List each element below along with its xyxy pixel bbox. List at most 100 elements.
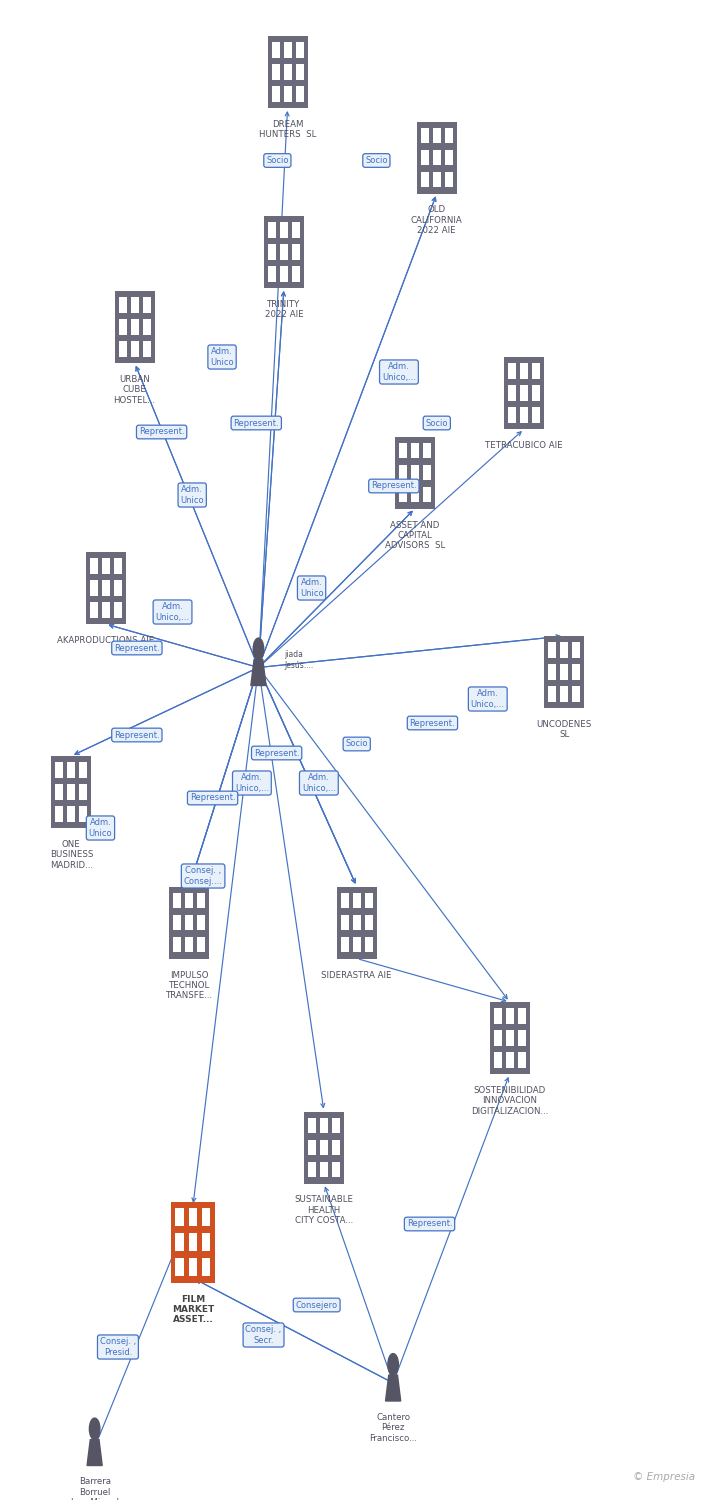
- Text: Represent.: Represent.: [114, 730, 159, 740]
- FancyBboxPatch shape: [304, 1112, 344, 1184]
- Bar: [197, 892, 205, 909]
- Bar: [561, 686, 569, 702]
- Text: ASSET AND
CAPITAL
ADVISORS  SL: ASSET AND CAPITAL ADVISORS SL: [385, 520, 445, 550]
- Text: SIDERASTRA AIE: SIDERASTRA AIE: [322, 970, 392, 980]
- Bar: [114, 602, 122, 618]
- Bar: [173, 936, 181, 952]
- Text: SOSTENIBILIDAD
INNOVACION
DIGITALIZACION...: SOSTENIBILIDAD INNOVACION DIGITALIZACION…: [471, 1086, 548, 1116]
- Text: Socio: Socio: [365, 156, 387, 165]
- Bar: [102, 602, 110, 618]
- Text: Consej. ,
Secr.: Consej. , Secr.: [245, 1326, 282, 1344]
- Bar: [143, 297, 151, 314]
- Text: Adm.
Unico: Adm. Unico: [210, 348, 234, 366]
- Bar: [102, 558, 110, 574]
- Text: FILM
MARKET
ASSET...: FILM MARKET ASSET...: [172, 1294, 214, 1324]
- Polygon shape: [87, 1440, 102, 1466]
- Text: TRINITY
2022 AIE: TRINITY 2022 AIE: [264, 300, 304, 320]
- Bar: [292, 266, 300, 282]
- Text: SUSTAINABLE
HEALTH
CITY COSTA...: SUSTAINABLE HEALTH CITY COSTA...: [294, 1196, 354, 1225]
- Bar: [202, 1209, 210, 1225]
- Bar: [197, 936, 205, 952]
- Bar: [272, 86, 280, 102]
- FancyBboxPatch shape: [489, 1002, 530, 1074]
- Bar: [494, 1008, 502, 1025]
- Bar: [90, 580, 98, 596]
- Bar: [432, 171, 440, 188]
- FancyBboxPatch shape: [336, 886, 377, 958]
- Bar: [308, 1161, 316, 1178]
- Text: UNCODENES
SL: UNCODENES SL: [537, 720, 592, 740]
- Bar: [79, 762, 87, 778]
- Text: Adm.
Unico,...: Adm. Unico,...: [302, 774, 336, 792]
- Text: Adm.
Unico,...: Adm. Unico,...: [235, 774, 269, 792]
- Bar: [548, 664, 556, 680]
- Bar: [520, 406, 529, 423]
- Bar: [561, 642, 569, 658]
- FancyBboxPatch shape: [395, 436, 435, 508]
- Bar: [505, 1052, 513, 1068]
- Bar: [332, 1161, 340, 1178]
- Bar: [423, 486, 431, 502]
- Bar: [518, 1008, 526, 1025]
- Bar: [421, 150, 429, 165]
- Bar: [399, 486, 407, 502]
- Text: Represent.: Represent.: [371, 482, 416, 490]
- Bar: [68, 762, 76, 778]
- Bar: [202, 1258, 210, 1275]
- Bar: [572, 642, 580, 658]
- Text: URBAN
CUBE
HOSTEL...: URBAN CUBE HOSTEL...: [114, 375, 156, 405]
- Bar: [341, 915, 349, 930]
- Text: Adm.
Unico,...: Adm. Unico,...: [156, 603, 189, 621]
- FancyBboxPatch shape: [171, 1202, 215, 1282]
- Bar: [186, 936, 194, 952]
- Bar: [268, 266, 276, 282]
- Bar: [202, 1233, 210, 1251]
- Text: Socio: Socio: [346, 740, 368, 748]
- Bar: [532, 386, 540, 400]
- Bar: [79, 784, 87, 800]
- Bar: [175, 1233, 184, 1251]
- Text: Represent.: Represent.: [407, 1220, 452, 1228]
- Bar: [131, 320, 138, 334]
- Bar: [365, 892, 373, 909]
- Bar: [55, 784, 63, 800]
- Bar: [505, 1030, 513, 1045]
- Text: Represent.: Represent.: [139, 427, 184, 436]
- Bar: [532, 406, 540, 423]
- Bar: [175, 1209, 184, 1225]
- Text: Adm.
Unico: Adm. Unico: [300, 579, 323, 597]
- Text: Represent.: Represent.: [234, 419, 279, 428]
- FancyBboxPatch shape: [86, 552, 125, 624]
- Bar: [131, 297, 138, 314]
- Bar: [532, 363, 540, 380]
- Bar: [520, 386, 529, 400]
- Bar: [280, 244, 288, 260]
- Bar: [114, 580, 122, 596]
- FancyBboxPatch shape: [268, 36, 307, 108]
- Bar: [548, 642, 556, 658]
- Bar: [175, 1258, 184, 1275]
- Bar: [173, 892, 181, 909]
- Bar: [411, 465, 419, 480]
- Circle shape: [388, 1353, 398, 1376]
- Text: Adm.
Unico,...: Adm. Unico,...: [471, 690, 505, 708]
- Bar: [143, 320, 151, 334]
- Circle shape: [90, 1418, 100, 1440]
- Bar: [518, 1052, 526, 1068]
- Bar: [332, 1140, 340, 1155]
- Bar: [572, 686, 580, 702]
- Bar: [399, 442, 407, 459]
- Bar: [173, 915, 181, 930]
- Bar: [320, 1140, 328, 1155]
- Text: Represent.: Represent.: [114, 644, 159, 652]
- Bar: [268, 222, 276, 238]
- Bar: [505, 1008, 513, 1025]
- Text: Cantero
Pérez
Francisco...: Cantero Pérez Francisco...: [369, 1413, 417, 1443]
- Bar: [494, 1030, 502, 1045]
- Bar: [292, 222, 300, 238]
- Bar: [296, 42, 304, 58]
- Bar: [68, 806, 76, 822]
- FancyBboxPatch shape: [417, 122, 457, 194]
- Text: Barrera
Borruel
Jose Miguel: Barrera Borruel Jose Miguel: [70, 1478, 119, 1500]
- Bar: [548, 686, 556, 702]
